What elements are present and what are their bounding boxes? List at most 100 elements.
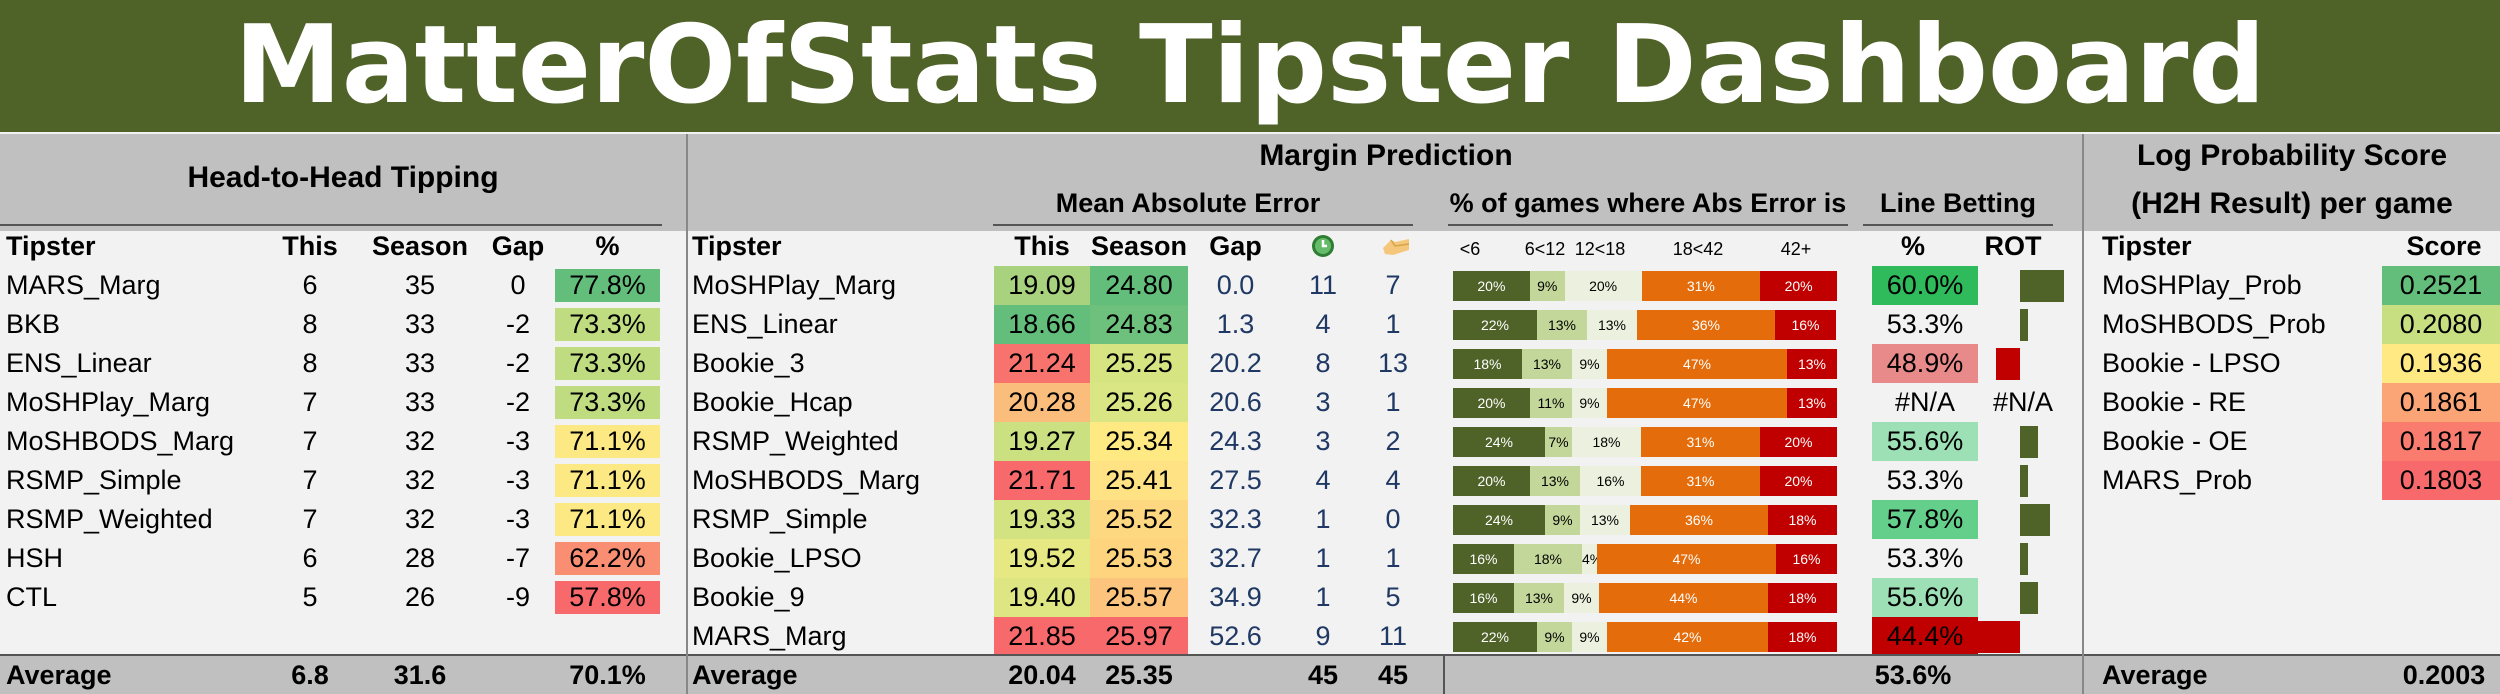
mae-gap: 20.2 — [1209, 348, 1262, 378]
h2h-header-pct: % — [595, 231, 620, 261]
error-segment: 9% — [1572, 388, 1607, 418]
margin-average-c2: 45 — [1377, 660, 1409, 690]
lps-score: 0.1803 — [2382, 461, 2500, 500]
error-segment: 13% — [1787, 388, 1837, 418]
mae-this: 20.28 — [994, 383, 1090, 422]
margin-table-row: MARS_Marg 21.85 25.97 52.6 9 11 22% 9% 9% 42% 18% 4… — [688, 617, 2082, 656]
mae-this: 19.09 — [994, 266, 1090, 305]
h2h-season: 33 — [404, 309, 436, 339]
line-betting-pct: 53.3% — [1886, 543, 1964, 573]
error-distribution-bar: 22% 13% 13% 36% 16% — [1453, 310, 1837, 340]
margin-average-label: Average — [692, 660, 798, 690]
mae-title: Mean Absolute Error — [1055, 188, 1321, 218]
margin-tipster-name: Bookie_9 — [692, 582, 805, 612]
mae-gap: 24.3 — [1209, 426, 1262, 456]
error-segment: 13% — [1522, 349, 1572, 379]
error-segment: 9% — [1572, 622, 1607, 652]
lps-score: 0.1817 — [2382, 422, 2500, 461]
mae-season: 25.41 — [1090, 461, 1188, 500]
margin-header-b3: 12<18 — [1574, 239, 1626, 259]
error-segment: 47% — [1597, 544, 1776, 574]
h2h-this: 7 — [302, 387, 318, 417]
mae-gap: 32.7 — [1209, 543, 1262, 573]
h2h-table-row: MoSHPlay_Marg 7 33 -2 73.3% — [0, 383, 686, 422]
error-segment: 4% — [1582, 544, 1597, 574]
line-betting-title: Line Betting — [1880, 188, 2036, 218]
h2h-gap: -2 — [505, 387, 530, 417]
h2h-header-band — [0, 134, 686, 231]
rot-bar — [1996, 348, 2020, 380]
h2h-pct-cell: 71.1% — [555, 422, 660, 461]
error-segment: 16% — [1453, 544, 1514, 574]
rot-bar — [2020, 426, 2038, 458]
h2h-pct: 73.3% — [555, 347, 660, 380]
mae-gap: 52.6 — [1209, 621, 1262, 651]
clock-green-icon — [1308, 227, 1338, 266]
margin-table-row: Bookie_Hcap 20.28 25.26 20.6 3 1 20% 11% 9% 47% 13… — [688, 383, 2082, 422]
error-segment: 13% — [1580, 505, 1630, 535]
h2h-header-season: Season — [371, 231, 469, 261]
line-betting-pct: #N/A — [1894, 387, 1956, 417]
h2h-this: 7 — [302, 504, 318, 534]
dist-rule — [1448, 224, 1848, 226]
mae-season: 25.25 — [1090, 344, 1188, 383]
line-betting-pct: 48.9% — [1872, 344, 1978, 383]
margin-header-band — [688, 134, 2082, 231]
mae-season: 25.53 — [1090, 539, 1188, 578]
h2h-table-row: ENS_Linear 8 33 -2 73.3% — [0, 344, 686, 383]
h2h-pct: 73.3% — [555, 386, 660, 419]
lps-average-label: Average — [2102, 660, 2208, 690]
margin-section: Margin Prediction Mean Absolute Error % … — [686, 134, 2082, 694]
h2h-tipster-name: HSH — [6, 543, 64, 573]
h2h-pct-cell: 73.3% — [555, 305, 660, 344]
mae-count-2: 1 — [1385, 387, 1401, 417]
mae-count-1: 11 — [1308, 270, 1338, 300]
lps-title-line1: Log Probability Score — [2136, 139, 2448, 172]
line-betting-pct: 60.0% — [1872, 266, 1978, 305]
h2h-header-gap: Gap — [491, 231, 545, 261]
thumbs-icon — [1378, 227, 1414, 266]
mae-count-2: 11 — [1378, 621, 1408, 651]
h2h-season: 32 — [404, 465, 436, 495]
h2h-this: 7 — [302, 465, 318, 495]
mae-count-2: 13 — [1377, 348, 1409, 378]
h2h-tipster-name: ENS_Linear — [6, 348, 152, 378]
h2h-pct-cell: 73.3% — [555, 383, 660, 422]
mae-count-2: 5 — [1385, 582, 1401, 612]
error-distribution-bar: 16% 13% 9% 44% 18% — [1453, 583, 1837, 613]
h2h-pct: 73.3% — [555, 308, 660, 341]
lps-tipster-name: Bookie - RE — [2102, 387, 2247, 417]
margin-table-row: RSMP_Simple 19.33 25.52 32.3 1 0 24% 9% 13% 36% 18… — [688, 500, 2082, 539]
margin-table-row: ENS_Linear 18.66 24.83 1.3 4 1 22% 13% 13% 36% 16%… — [688, 305, 2082, 344]
mae-this: 18.66 — [994, 305, 1090, 344]
mae-season: 24.80 — [1090, 266, 1188, 305]
h2h-pct: 71.1% — [555, 464, 660, 497]
mae-count-2: 0 — [1385, 504, 1401, 534]
lps-score: 0.2521 — [2382, 266, 2500, 305]
h2h-season: 33 — [404, 348, 436, 378]
margin-header-rot: ROT — [1984, 231, 2042, 261]
error-segment: 31% — [1641, 271, 1761, 301]
lps-tipster-name: Bookie - LPSO — [2102, 348, 2281, 378]
error-segment: 47% — [1607, 388, 1787, 418]
lps-tipster-name: Bookie - OE — [2102, 426, 2248, 456]
h2h-pct-cell: 71.1% — [555, 461, 660, 500]
error-segment: 13% — [1530, 466, 1580, 496]
margin-header-tipster: Tipster — [692, 231, 782, 261]
line-rule — [1863, 224, 2053, 226]
lps-header-band — [2084, 134, 2500, 231]
lps-table-row: Bookie - LPSO 0.1936 — [2084, 344, 2500, 383]
h2h-header-tipster: Tipster — [6, 231, 96, 261]
error-segment: 9% — [1564, 583, 1599, 613]
error-distribution-bar: 24% 9% 13% 36% 18% — [1453, 505, 1837, 535]
mae-count-1: 4 — [1315, 465, 1331, 495]
error-segment: 20% — [1453, 271, 1530, 301]
error-segment: 18% — [1768, 583, 1837, 613]
rot-bar — [2020, 270, 2064, 302]
error-segment: 16% — [1775, 310, 1836, 340]
error-segment: 24% — [1453, 427, 1545, 457]
error-segment: 16% — [1580, 466, 1641, 496]
error-segment: 42% — [1607, 622, 1768, 652]
dist-title: % of games where Abs Error is — [1449, 188, 1847, 218]
error-segment: 7% — [1545, 427, 1572, 457]
